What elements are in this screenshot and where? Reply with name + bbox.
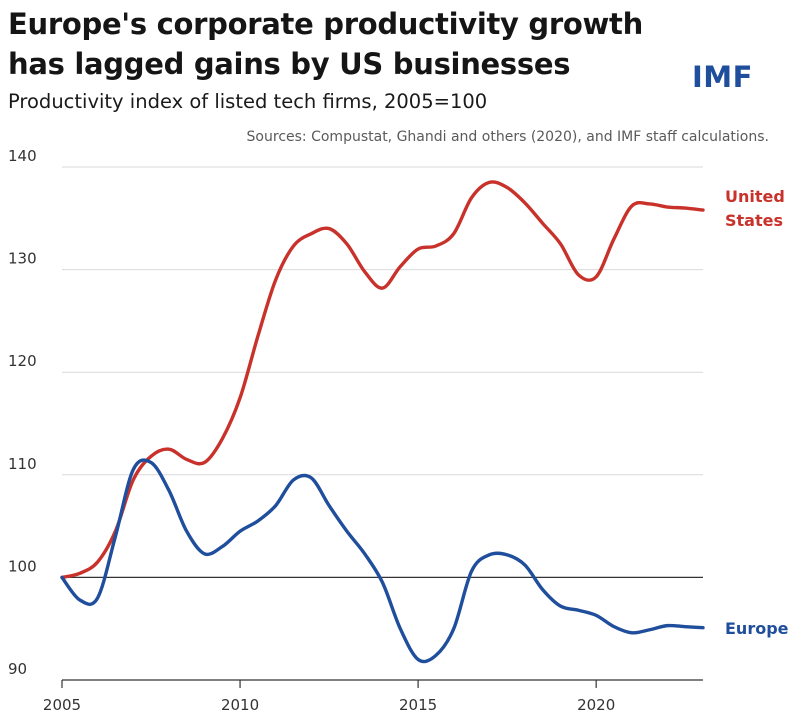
y-tick-label: 140	[8, 147, 37, 165]
series-lines	[60, 180, 705, 664]
series-label-united-states-line1: United	[725, 187, 785, 206]
series-line-united-states	[60, 180, 705, 580]
series-line-europe	[60, 458, 705, 664]
x-tick-label: 2020	[577, 696, 615, 714]
y-tick-label: 120	[8, 352, 37, 370]
y-axis-tick-labels: 90 100 110 120 130 140	[8, 147, 37, 678]
chart-title-line-1: Europe's corporate productivity growth	[8, 7, 643, 41]
series-label-united-states-line2: States	[725, 211, 783, 230]
x-tick-label: 2010	[221, 696, 259, 714]
imf-logo: IMF	[692, 60, 753, 94]
y-tick-label: 130	[8, 250, 37, 268]
y-tick-label: 100	[8, 557, 37, 575]
x-tick-label: 2005	[43, 696, 81, 714]
x-tick-label: 2015	[399, 696, 437, 714]
series-label-europe: Europe	[725, 619, 789, 638]
chart-title: Europe's corporate productivity growth h…	[8, 4, 708, 84]
x-axis-tick-labels: 2005 2010 2015 2020	[43, 680, 615, 714]
series-labels: United States Europe	[725, 187, 789, 638]
gridlines	[62, 166, 703, 681]
y-tick-label: 90	[8, 660, 27, 678]
chart-title-line-2: has lagged gains by US businesses	[8, 47, 571, 81]
source-note: Sources: Compustat, Ghandi and others (2…	[246, 129, 769, 145]
y-tick-label: 110	[8, 455, 37, 473]
chart-subtitle: Productivity index of listed tech firms,…	[8, 90, 488, 113]
